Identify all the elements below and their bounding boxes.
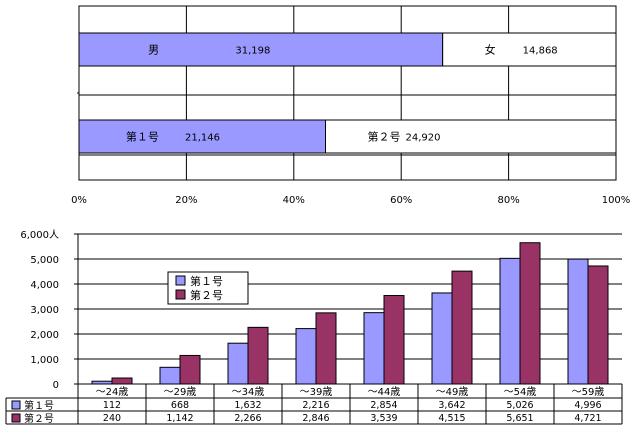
y-tick-label: 1,000 (30, 355, 59, 366)
table-swatch (11, 413, 21, 423)
category-label: ～34歳 (232, 386, 265, 398)
bar (179, 354, 201, 385)
x-tick-label: 40% (283, 195, 305, 206)
segment-value: 14,868 (523, 46, 558, 57)
bar-segment (78, 32, 444, 67)
x-tick-label: 100% (602, 195, 631, 206)
bar-segment (325, 119, 617, 154)
y-tick-label: 0 (53, 380, 59, 391)
data-label: 240 (103, 413, 121, 424)
table-series-label: 第２号 (24, 412, 54, 425)
bar (159, 366, 181, 385)
segment-value: 21,146 (185, 133, 220, 144)
data-label: 2,854 (370, 400, 397, 411)
bar (315, 312, 337, 385)
bar (587, 265, 609, 385)
bar (227, 342, 249, 385)
data-label: 4,996 (574, 400, 601, 411)
category-label: ～29歳 (164, 386, 197, 398)
segment-label: 第２号 (368, 130, 401, 144)
y-tick-label: 6,000人 (20, 229, 59, 241)
segment-value: 24,920 (406, 133, 441, 144)
category-label: ～24歳 (96, 386, 129, 398)
legend-label: 第２号 (190, 288, 223, 302)
category-label: ～59歳 (572, 386, 605, 398)
plot-area (79, 6, 616, 180)
table-swatch (11, 400, 21, 410)
bar (519, 242, 541, 385)
segment-label: 男 (148, 44, 159, 57)
data-label: 2,216 (302, 400, 329, 411)
data-label: 112 (103, 400, 121, 411)
stacked-percent-bar-chart: 男 31,198 女 14,868 第１号 21,146 第２号 24,920 0% 20% 40%… (71, 5, 631, 206)
y-tick-label: 3,000 (30, 305, 59, 316)
y-tick-label: 2,000 (30, 330, 59, 341)
segment-label: 女 (485, 43, 496, 57)
bar (363, 312, 385, 385)
bar (451, 270, 473, 385)
data-label: 1,632 (234, 400, 261, 411)
bar-segment (442, 32, 617, 67)
age-group-bar-chart: 01,0002,0003,0004,0005,0006,000人第１号第２号～2… (5, 229, 623, 425)
data-label: 4,721 (574, 413, 601, 424)
y-tick-label: 5,000 (30, 255, 59, 266)
y-tick-label: 4,000 (30, 280, 59, 291)
bar (567, 258, 589, 385)
data-label: 5,651 (506, 413, 533, 424)
bar (431, 292, 453, 385)
data-label: 3,642 (438, 400, 465, 411)
x-tick-label: 60% (390, 195, 412, 206)
x-tick-label: 20% (175, 195, 197, 206)
bar (383, 295, 405, 385)
x-tick-label: 80% (497, 195, 519, 206)
category-label: ～49歳 (436, 386, 469, 398)
data-label: 3,539 (370, 413, 397, 424)
bar (111, 377, 133, 385)
data-label: 668 (171, 400, 189, 411)
category-label: ～54歳 (504, 386, 537, 398)
bar (295, 328, 317, 385)
x-tick-label: 0% (71, 195, 87, 206)
category-label: ～44歳 (368, 386, 401, 398)
table-series-label: 第１号 (24, 399, 54, 412)
legend-swatch (175, 275, 186, 286)
segment-value: 31,198 (235, 46, 270, 57)
bar (247, 326, 269, 385)
data-label: 2,266 (234, 413, 261, 424)
data-label: 4,515 (438, 413, 465, 424)
bar (499, 257, 521, 385)
data-label: 2,846 (302, 413, 329, 424)
data-label: 1,142 (166, 413, 193, 424)
legend-label: 第１号 (190, 274, 223, 288)
data-label: 5,026 (506, 400, 533, 411)
category-label: ～39歳 (300, 386, 333, 398)
segment-label: 第１号 (126, 130, 159, 144)
legend-swatch (175, 289, 186, 300)
